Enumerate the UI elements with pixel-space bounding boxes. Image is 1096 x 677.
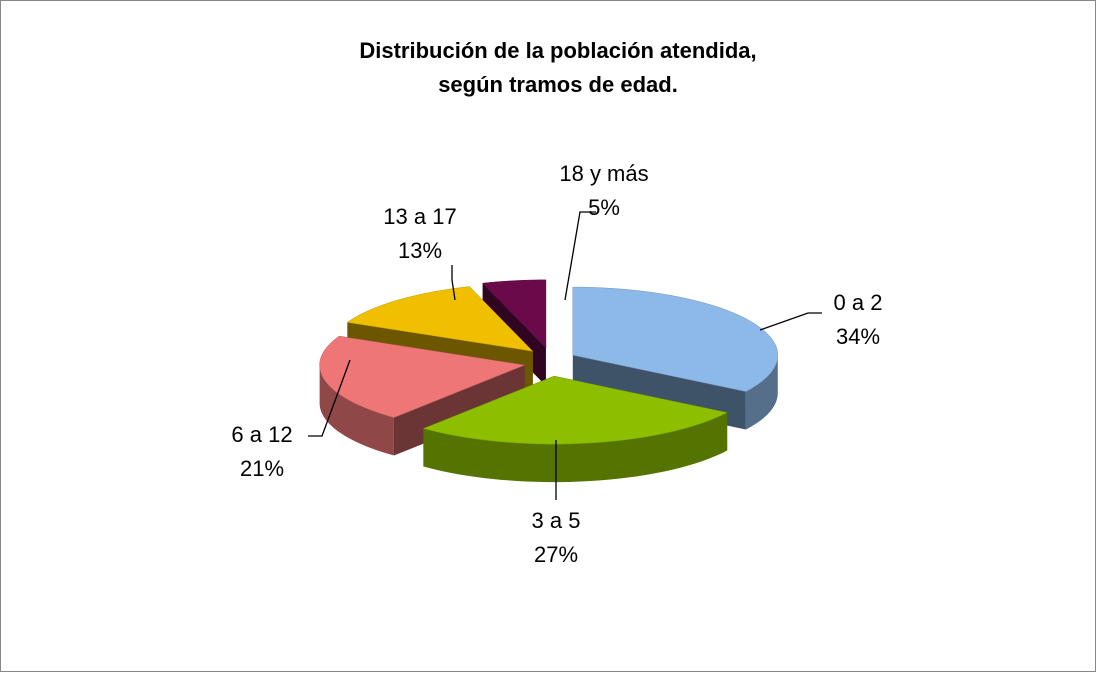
leader-line (308, 359, 351, 437)
slice-top (346, 286, 534, 352)
slice-top (319, 335, 526, 418)
data-label-category: 18 y más (559, 161, 648, 186)
data-label-category: 13 a 17 (383, 204, 456, 229)
slice-top (422, 375, 728, 445)
data-label-category: 6 a 12 (231, 422, 292, 447)
data-label-value: 27% (534, 542, 578, 567)
slice-outer-wall (745, 355, 778, 430)
slice-top (482, 279, 547, 349)
chart-title: Distribución de la población atendida, (359, 38, 756, 63)
slice-outer-wall (319, 365, 394, 456)
data-label-category: 3 a 5 (532, 508, 581, 533)
slice-outer-wall (423, 412, 728, 483)
slice-top (572, 286, 778, 392)
leader-line (451, 265, 456, 301)
chart-title: según tramos de edad. (438, 72, 678, 97)
leader-line (759, 312, 822, 331)
data-label-value: 5% (588, 195, 620, 220)
data-label-value: 13% (398, 238, 442, 263)
leader-line (564, 211, 596, 301)
data-label-value: 34% (836, 324, 880, 349)
data-label-category: 0 a 2 (834, 290, 883, 315)
data-label-value: 21% (240, 456, 284, 481)
pie-slice (422, 375, 728, 483)
